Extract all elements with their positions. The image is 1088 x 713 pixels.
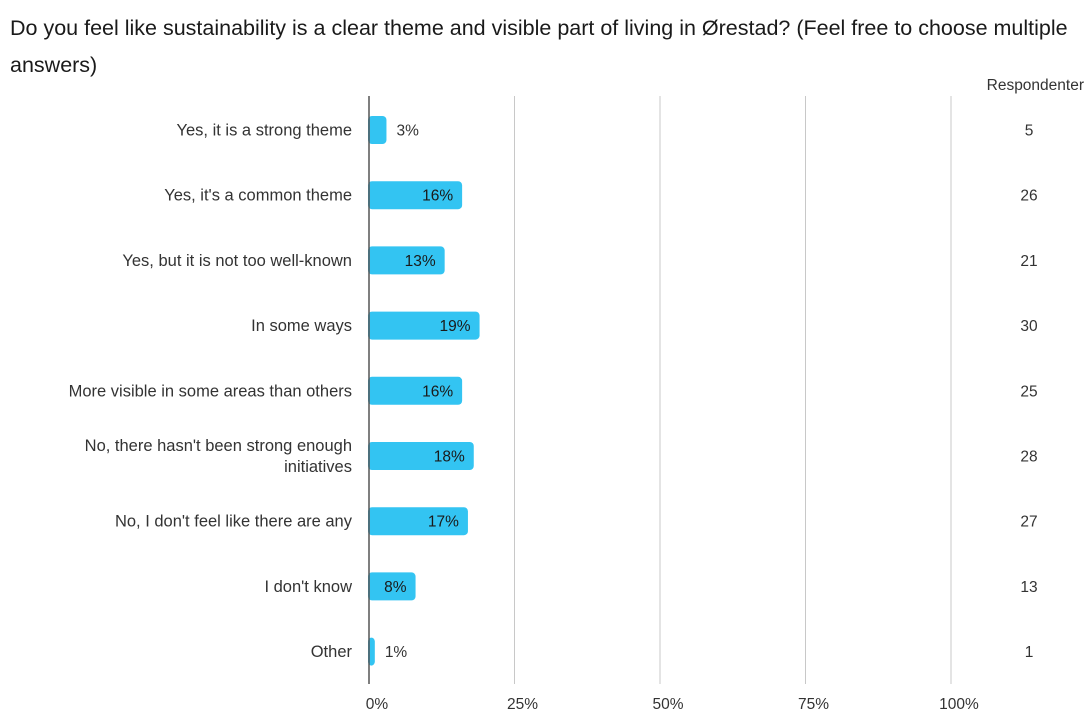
bar <box>368 181 463 210</box>
category-labels: Yes, it is a strong theme Yes, it's a com… <box>69 122 353 662</box>
x-tick-label: 50% <box>652 696 683 713</box>
x-tick-label: 100% <box>939 696 979 713</box>
category-label: No, I don't feel like there are any <box>115 513 353 531</box>
bar <box>368 442 474 470</box>
respondents-column-header: Respondenter <box>986 77 1084 94</box>
bar <box>368 116 387 144</box>
category-label: Other <box>311 643 353 661</box>
respondent-count: 5 <box>1025 123 1034 140</box>
category-label: No, there hasn't been strong enough initi… <box>85 437 352 476</box>
bars: 3% 16% 13% 19% 16% 18% 17% 8% 1% <box>368 116 480 666</box>
bar-value-label: 13% <box>405 253 436 270</box>
bar-value-label: 18% <box>434 449 465 466</box>
respondent-counts: 5 26 21 30 25 28 27 13 1 <box>1020 123 1038 662</box>
category-label: I don't know <box>264 578 352 596</box>
bar-value-label: 16% <box>422 383 453 400</box>
respondent-count: 13 <box>1020 579 1037 596</box>
respondent-count: 28 <box>1020 449 1037 466</box>
bar-value-label: 16% <box>422 188 453 205</box>
bar <box>368 311 480 340</box>
x-tick-label: 0% <box>366 696 389 713</box>
bar-value-label: 3% <box>396 123 419 140</box>
bar <box>368 572 416 601</box>
bar-value-label: 8% <box>384 579 407 596</box>
bar-value-label: 17% <box>428 514 459 531</box>
x-axis-ticks: 0% 25% 50% 75% 100% <box>366 696 979 713</box>
respondent-count: 25 <box>1020 383 1037 400</box>
respondent-count: 30 <box>1020 318 1038 335</box>
category-label: Yes, it's a common theme <box>164 187 352 205</box>
category-label: In some ways <box>251 317 352 335</box>
respondent-count: 27 <box>1020 514 1037 531</box>
bar-value-label: 1% <box>385 644 408 661</box>
category-label: Yes, it is a strong theme <box>177 122 352 140</box>
respondent-count: 21 <box>1020 253 1037 270</box>
chart-title: Do you feel like sustainability is a cle… <box>10 16 1068 77</box>
bar-value-label: 19% <box>440 318 471 335</box>
category-label: More visible in some areas than others <box>69 382 352 400</box>
bar <box>368 507 468 536</box>
respondent-count: 1 <box>1025 644 1034 661</box>
respondent-count: 26 <box>1020 188 1037 205</box>
x-tick-label: 25% <box>507 696 538 713</box>
x-tick-label: 75% <box>798 696 829 713</box>
category-label: Yes, but it is not too well-known <box>122 252 352 270</box>
bar <box>368 246 445 275</box>
bar <box>368 376 463 405</box>
gridlines <box>514 96 952 684</box>
